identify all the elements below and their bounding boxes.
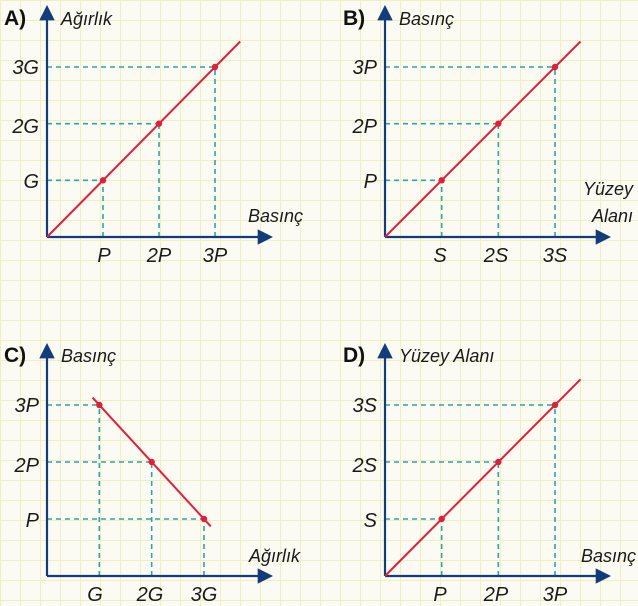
x-tick-label: 2P — [146, 245, 172, 267]
data-point — [551, 401, 559, 409]
y-tick-label: 2P — [14, 455, 40, 477]
y-axis-title: Basınç — [399, 9, 454, 29]
data-point — [438, 177, 445, 184]
x-axis-title-line: Alanı — [591, 206, 633, 226]
chart-panel-3: G 2G 3G P 2P 3P C) Basınç Ağırlık — [4, 342, 301, 606]
data-point — [96, 401, 103, 409]
panel-letter: C) — [4, 344, 26, 367]
x-tick-label: 3P — [203, 245, 228, 267]
y-tick-label: S — [364, 510, 378, 532]
series-line — [46, 40, 241, 238]
x-axis-title: Basınç — [248, 206, 303, 226]
data-point — [495, 458, 502, 466]
y-tick-label: P — [364, 171, 378, 193]
chart-panel-4: P 2P 3P S 2S 3S D) Yüzey Alanı Basınç — [343, 342, 636, 606]
x-tick-label: 3S — [543, 245, 568, 267]
y-tick-label: P — [26, 510, 40, 532]
data-point — [551, 63, 559, 71]
series-line — [384, 40, 582, 238]
x-tick-label: 2S — [483, 245, 509, 267]
panel-letter: D) — [343, 344, 365, 367]
x-tick-label: 2G — [136, 584, 164, 606]
chart-panel-1: P 2P 3P G 2G 3G A) Ağırlık Basınç — [4, 4, 303, 267]
y-axis-title: Ağırlık — [60, 9, 113, 29]
y-axis-title: Basınç — [61, 346, 116, 366]
x-tick-label: S — [433, 245, 447, 267]
y-tick-label: 3G — [12, 57, 39, 79]
data-point — [495, 120, 502, 127]
x-tick-label: 3P — [543, 584, 568, 606]
panel-letter: B) — [343, 7, 365, 30]
y-tick-label: 3S — [353, 395, 378, 417]
x-tick-label: P — [433, 584, 447, 606]
y-tick-label: 3P — [353, 57, 378, 79]
x-axis-title: Basınç — [581, 546, 636, 566]
data-point — [438, 515, 445, 523]
panel-letter: A) — [4, 7, 26, 30]
y-tick-label: G — [23, 171, 39, 193]
chart-panel-2: S 2S 3S P 2P 3P B) Basınç Yüzey Alanı — [343, 4, 634, 267]
y-tick-label: 2P — [352, 116, 378, 138]
x-tick-label: P — [97, 245, 111, 267]
x-tick-label: 3G — [191, 584, 218, 606]
data-point — [211, 63, 219, 71]
data-point — [99, 177, 107, 184]
y-tick-label: 2G — [11, 116, 39, 138]
y-axis-title: Yüzey Alanı — [399, 346, 494, 366]
data-point — [155, 120, 163, 127]
x-tick-label: 2P — [483, 584, 509, 606]
data-point — [200, 515, 208, 523]
x-axis-title: Ağırlık — [248, 546, 301, 566]
x-axis-title: Yüzey Alanı — [583, 179, 634, 226]
series-line — [384, 378, 582, 577]
x-axis-title-line: Yüzey — [583, 179, 634, 199]
y-tick-label: 2S — [352, 455, 378, 477]
x-tick-label: G — [87, 584, 103, 606]
y-tick-label: 3P — [15, 395, 40, 417]
data-point — [148, 458, 155, 466]
